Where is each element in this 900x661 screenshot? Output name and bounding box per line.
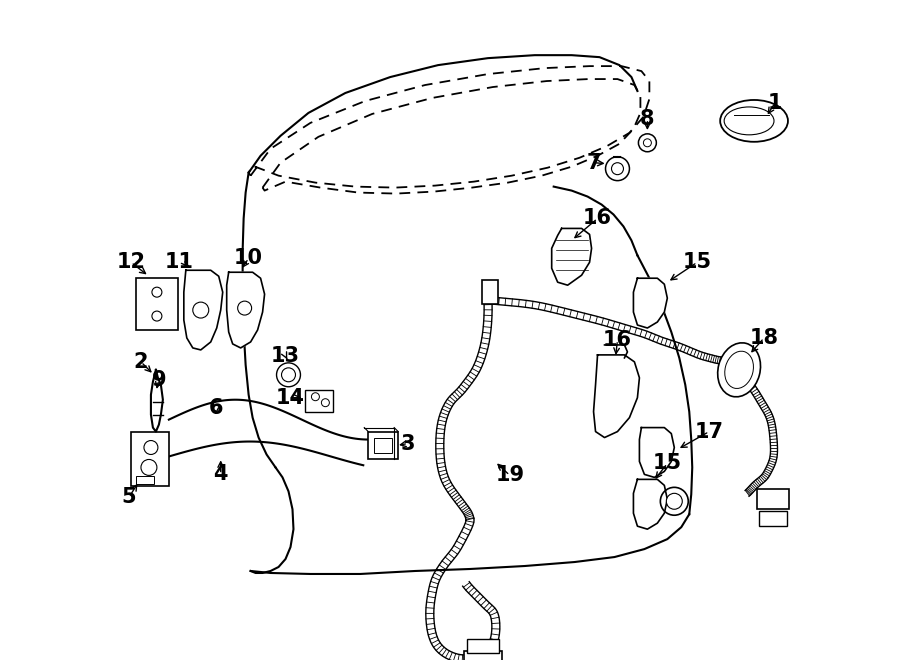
Circle shape xyxy=(141,459,157,475)
Circle shape xyxy=(638,134,656,152)
Text: 2: 2 xyxy=(134,352,148,372)
Ellipse shape xyxy=(717,343,760,397)
Circle shape xyxy=(276,363,301,387)
Bar xyxy=(131,432,169,486)
Text: 10: 10 xyxy=(234,249,263,268)
Text: 16: 16 xyxy=(603,330,632,350)
Circle shape xyxy=(152,287,162,297)
Polygon shape xyxy=(184,270,222,350)
Circle shape xyxy=(238,301,252,315)
Text: 12: 12 xyxy=(116,253,146,272)
Text: 16: 16 xyxy=(583,208,612,229)
Bar xyxy=(136,477,154,485)
Bar xyxy=(305,390,333,412)
Circle shape xyxy=(644,139,652,147)
Text: 3: 3 xyxy=(400,434,416,453)
Text: 8: 8 xyxy=(640,109,654,129)
Text: 11: 11 xyxy=(165,253,194,272)
Bar xyxy=(464,650,502,661)
Text: 1: 1 xyxy=(768,93,782,113)
Text: 9: 9 xyxy=(151,369,166,390)
Polygon shape xyxy=(552,229,591,285)
Text: 5: 5 xyxy=(122,487,136,507)
Bar xyxy=(374,438,392,453)
Polygon shape xyxy=(639,428,674,477)
Circle shape xyxy=(144,440,158,455)
Circle shape xyxy=(611,163,624,175)
Bar xyxy=(757,489,789,509)
Text: 15: 15 xyxy=(683,253,712,272)
Bar xyxy=(136,278,178,330)
Circle shape xyxy=(152,311,162,321)
Bar xyxy=(368,432,398,459)
Text: 13: 13 xyxy=(271,346,300,366)
Bar xyxy=(482,280,498,304)
Bar xyxy=(467,639,499,652)
Circle shape xyxy=(193,302,209,318)
Ellipse shape xyxy=(724,351,753,389)
Circle shape xyxy=(666,493,682,509)
Circle shape xyxy=(311,393,320,401)
Text: 7: 7 xyxy=(586,153,601,173)
Ellipse shape xyxy=(724,107,774,135)
Circle shape xyxy=(282,368,295,382)
Text: 14: 14 xyxy=(276,388,305,408)
Polygon shape xyxy=(634,278,667,328)
Ellipse shape xyxy=(720,100,788,142)
Circle shape xyxy=(321,399,329,407)
Text: 17: 17 xyxy=(695,422,724,442)
Text: 18: 18 xyxy=(750,328,778,348)
Text: 6: 6 xyxy=(209,398,223,418)
Polygon shape xyxy=(634,479,667,529)
Circle shape xyxy=(606,157,629,180)
Polygon shape xyxy=(227,272,265,348)
Text: 4: 4 xyxy=(213,465,228,485)
Bar xyxy=(759,511,787,526)
Text: 15: 15 xyxy=(652,453,682,473)
Polygon shape xyxy=(594,355,639,438)
Text: 19: 19 xyxy=(495,465,525,485)
Circle shape xyxy=(661,487,688,515)
